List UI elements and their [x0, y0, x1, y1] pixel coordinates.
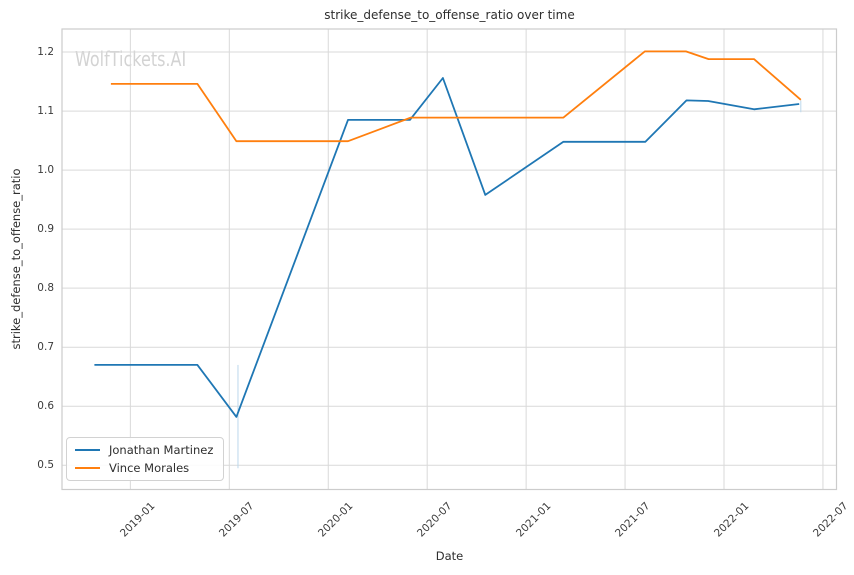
- plot-border: [61, 28, 838, 491]
- y-tick-0.6: 0.6: [37, 400, 54, 413]
- y-axis-label: strike_defense_to_offense_ratio: [9, 168, 23, 350]
- y-tick-0.5: 0.5: [37, 459, 54, 472]
- legend-label-series-0: Jonathan Martinez: [109, 443, 214, 457]
- series-line-jonathan-martinez: [94, 77, 800, 418]
- x-axis-label: Date: [435, 549, 464, 563]
- y-tick-1.2: 1.2: [37, 46, 54, 59]
- legend-swatch-series-0: [75, 449, 100, 451]
- legend-label-series-1: Vince Morales: [109, 461, 190, 475]
- y-tick-0.8: 0.8: [37, 282, 54, 295]
- legend-item: Jonathan Martinez: [75, 443, 215, 458]
- series-line-vince-morales: [110, 50, 802, 143]
- legend: Jonathan Martinez Vince Morales: [66, 437, 224, 481]
- y-tick-0.7: 0.7: [37, 341, 54, 354]
- legend-swatch-series-1: [75, 467, 100, 469]
- chart-title: strike_defense_to_offense_ratio over tim…: [324, 8, 575, 22]
- y-tick-0.9: 0.9: [37, 223, 54, 236]
- y-tick-1.1: 1.1: [37, 105, 54, 118]
- legend-item: Vince Morales: [75, 461, 215, 476]
- y-tick-1.0: 1.0: [37, 164, 54, 177]
